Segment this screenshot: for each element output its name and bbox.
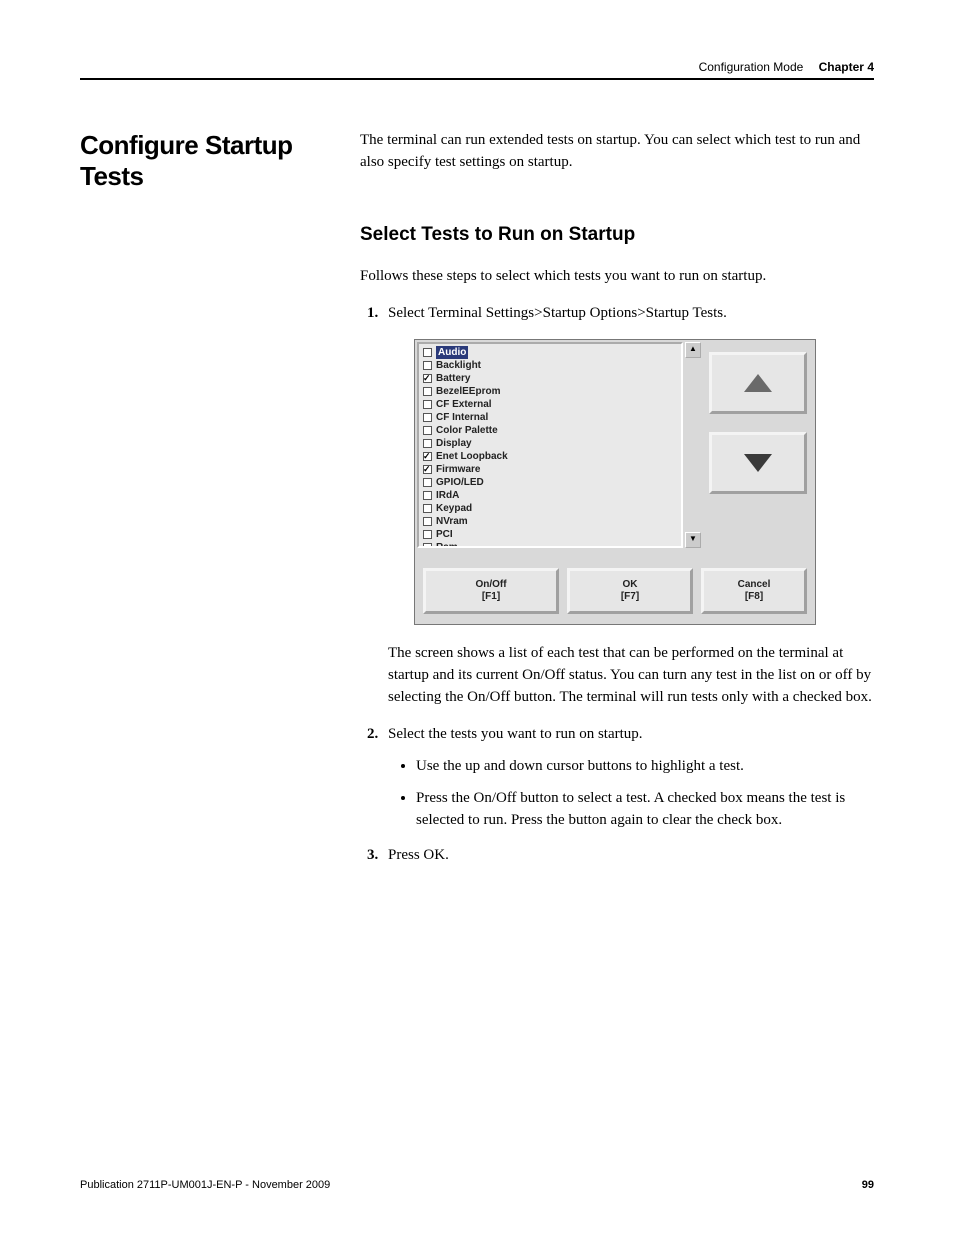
list-item-label: IRdA: [436, 489, 459, 502]
right-column: The terminal can run extended tests on s…: [360, 130, 874, 883]
left-column: Configure Startup Tests: [80, 130, 330, 192]
list-item[interactable]: NVram: [423, 515, 677, 528]
cancel-button-key: [F8]: [745, 591, 763, 602]
list-item[interactable]: Keypad: [423, 502, 677, 515]
intro-paragraph: The terminal can run extended tests on s…: [360, 130, 874, 174]
two-column-layout: Configure Startup Tests The terminal can…: [80, 130, 874, 883]
ok-button[interactable]: OK [F7]: [567, 568, 693, 614]
list-item-label: Ram: [436, 541, 458, 548]
steps-list: Select Terminal Settings>Startup Options…: [360, 303, 874, 867]
publication-id: Publication 2711P-UM001J-EN-P - November…: [80, 1179, 330, 1191]
list-item[interactable]: Battery: [423, 372, 677, 385]
ok-button-key: [F7]: [621, 591, 639, 602]
list-item[interactable]: Backlight: [423, 359, 677, 372]
page-number: 99: [862, 1179, 874, 1191]
page-footer: Publication 2711P-UM001J-EN-P - November…: [80, 1179, 874, 1191]
startup-tests-dialog: Audio Backlight Battery BezelEEprom CF E…: [414, 339, 816, 625]
scrollbar[interactable]: ▲ ▼: [685, 342, 699, 548]
list-item-label: Display: [436, 437, 472, 450]
list-item[interactable]: CF Internal: [423, 411, 677, 424]
header-section-label: Configuration Mode: [699, 60, 804, 74]
nav-button-column: [701, 340, 815, 550]
list-item-label: GPIO/LED: [436, 476, 484, 489]
list-item[interactable]: Display: [423, 437, 677, 450]
checkbox-icon: [423, 374, 432, 383]
scroll-up-icon[interactable]: ▲: [685, 342, 701, 358]
step-2-text: Select the tests you want to run on star…: [388, 726, 643, 742]
list-item-label: Battery: [436, 372, 470, 385]
checkbox-icon: [423, 491, 432, 500]
checkbox-icon: [423, 426, 432, 435]
checkbox-icon: [423, 348, 432, 357]
checkbox-icon: [423, 530, 432, 539]
list-item-label: Audio: [436, 346, 468, 359]
checkbox-icon: [423, 517, 432, 526]
checkbox-icon: [423, 465, 432, 474]
step-2-sublist: Use the up and down cursor buttons to hi…: [388, 756, 874, 831]
step-3: Press OK.: [382, 845, 874, 867]
list-item[interactable]: Color Palette: [423, 424, 677, 437]
triangle-down-icon: [744, 454, 772, 472]
list-item-label: BezelEEprom: [436, 385, 500, 398]
list-item[interactable]: BezelEEprom: [423, 385, 677, 398]
subsection-title: Select Tests to Run on Startup: [360, 224, 874, 246]
checkbox-icon: [423, 387, 432, 396]
step-2: Select the tests you want to run on star…: [382, 724, 874, 831]
list-item-label: Backlight: [436, 359, 481, 372]
scroll-down-icon[interactable]: ▼: [685, 532, 701, 548]
checkbox-icon: [423, 504, 432, 513]
list-item[interactable]: Enet Loopback: [423, 450, 677, 463]
checkbox-icon: [423, 413, 432, 422]
list-item[interactable]: PCI: [423, 528, 677, 541]
lead-paragraph: Follows these steps to select which test…: [360, 266, 874, 288]
list-item[interactable]: Ram: [423, 541, 677, 548]
header-chapter-label: Chapter 4: [819, 60, 874, 74]
step-2-bullet-1: Use the up and down cursor buttons to hi…: [416, 756, 874, 778]
test-list[interactable]: Audio Backlight Battery BezelEEprom CF E…: [417, 342, 683, 548]
cursor-down-button[interactable]: [709, 432, 807, 494]
running-header: Configuration Mode Chapter 4: [80, 60, 874, 80]
ok-button-label: OK: [623, 579, 638, 590]
checkbox-icon: [423, 400, 432, 409]
list-item-label: Enet Loopback: [436, 450, 508, 463]
step-1-after-paragraph: The screen shows a list of each test tha…: [388, 643, 874, 708]
dialog-top-row: Audio Backlight Battery BezelEEprom CF E…: [415, 340, 815, 550]
list-item-label: CF Internal: [436, 411, 488, 424]
onoff-button[interactable]: On/Off [F1]: [423, 568, 559, 614]
step-2-bullet-2: Press the On/Off button to select a test…: [416, 788, 874, 832]
cancel-button-label: Cancel: [738, 579, 771, 590]
checkbox-icon: [423, 361, 432, 370]
checkbox-icon: [423, 439, 432, 448]
onoff-button-label: On/Off: [475, 579, 506, 590]
onoff-button-key: [F1]: [482, 591, 500, 602]
list-item-label: CF External: [436, 398, 492, 411]
page: Configuration Mode Chapter 4 Configure S…: [0, 0, 954, 1235]
list-item[interactable]: Firmware: [423, 463, 677, 476]
step-3-text: Press OK.: [388, 847, 449, 863]
section-title: Configure Startup Tests: [80, 130, 330, 192]
list-item-label: NVram: [436, 515, 468, 528]
list-item[interactable]: IRdA: [423, 489, 677, 502]
list-item[interactable]: CF External: [423, 398, 677, 411]
cursor-up-button[interactable]: [709, 352, 807, 414]
list-item[interactable]: GPIO/LED: [423, 476, 677, 489]
list-item[interactable]: Audio: [423, 346, 677, 359]
test-list-wrap: Audio Backlight Battery BezelEEprom CF E…: [415, 340, 701, 550]
list-item-label: Keypad: [436, 502, 472, 515]
step-1: Select Terminal Settings>Startup Options…: [382, 303, 874, 708]
triangle-up-icon: [744, 374, 772, 392]
checkbox-icon: [423, 478, 432, 487]
checkbox-icon: [423, 452, 432, 461]
dialog-button-row: On/Off [F1] OK [F7] Cancel [F8]: [415, 550, 815, 624]
list-item-label: Firmware: [436, 463, 480, 476]
list-item-label: PCI: [436, 528, 453, 541]
cancel-button[interactable]: Cancel [F8]: [701, 568, 807, 614]
step-1-text: Select Terminal Settings>Startup Options…: [388, 305, 727, 321]
list-item-label: Color Palette: [436, 424, 498, 437]
checkbox-icon: [423, 543, 432, 548]
